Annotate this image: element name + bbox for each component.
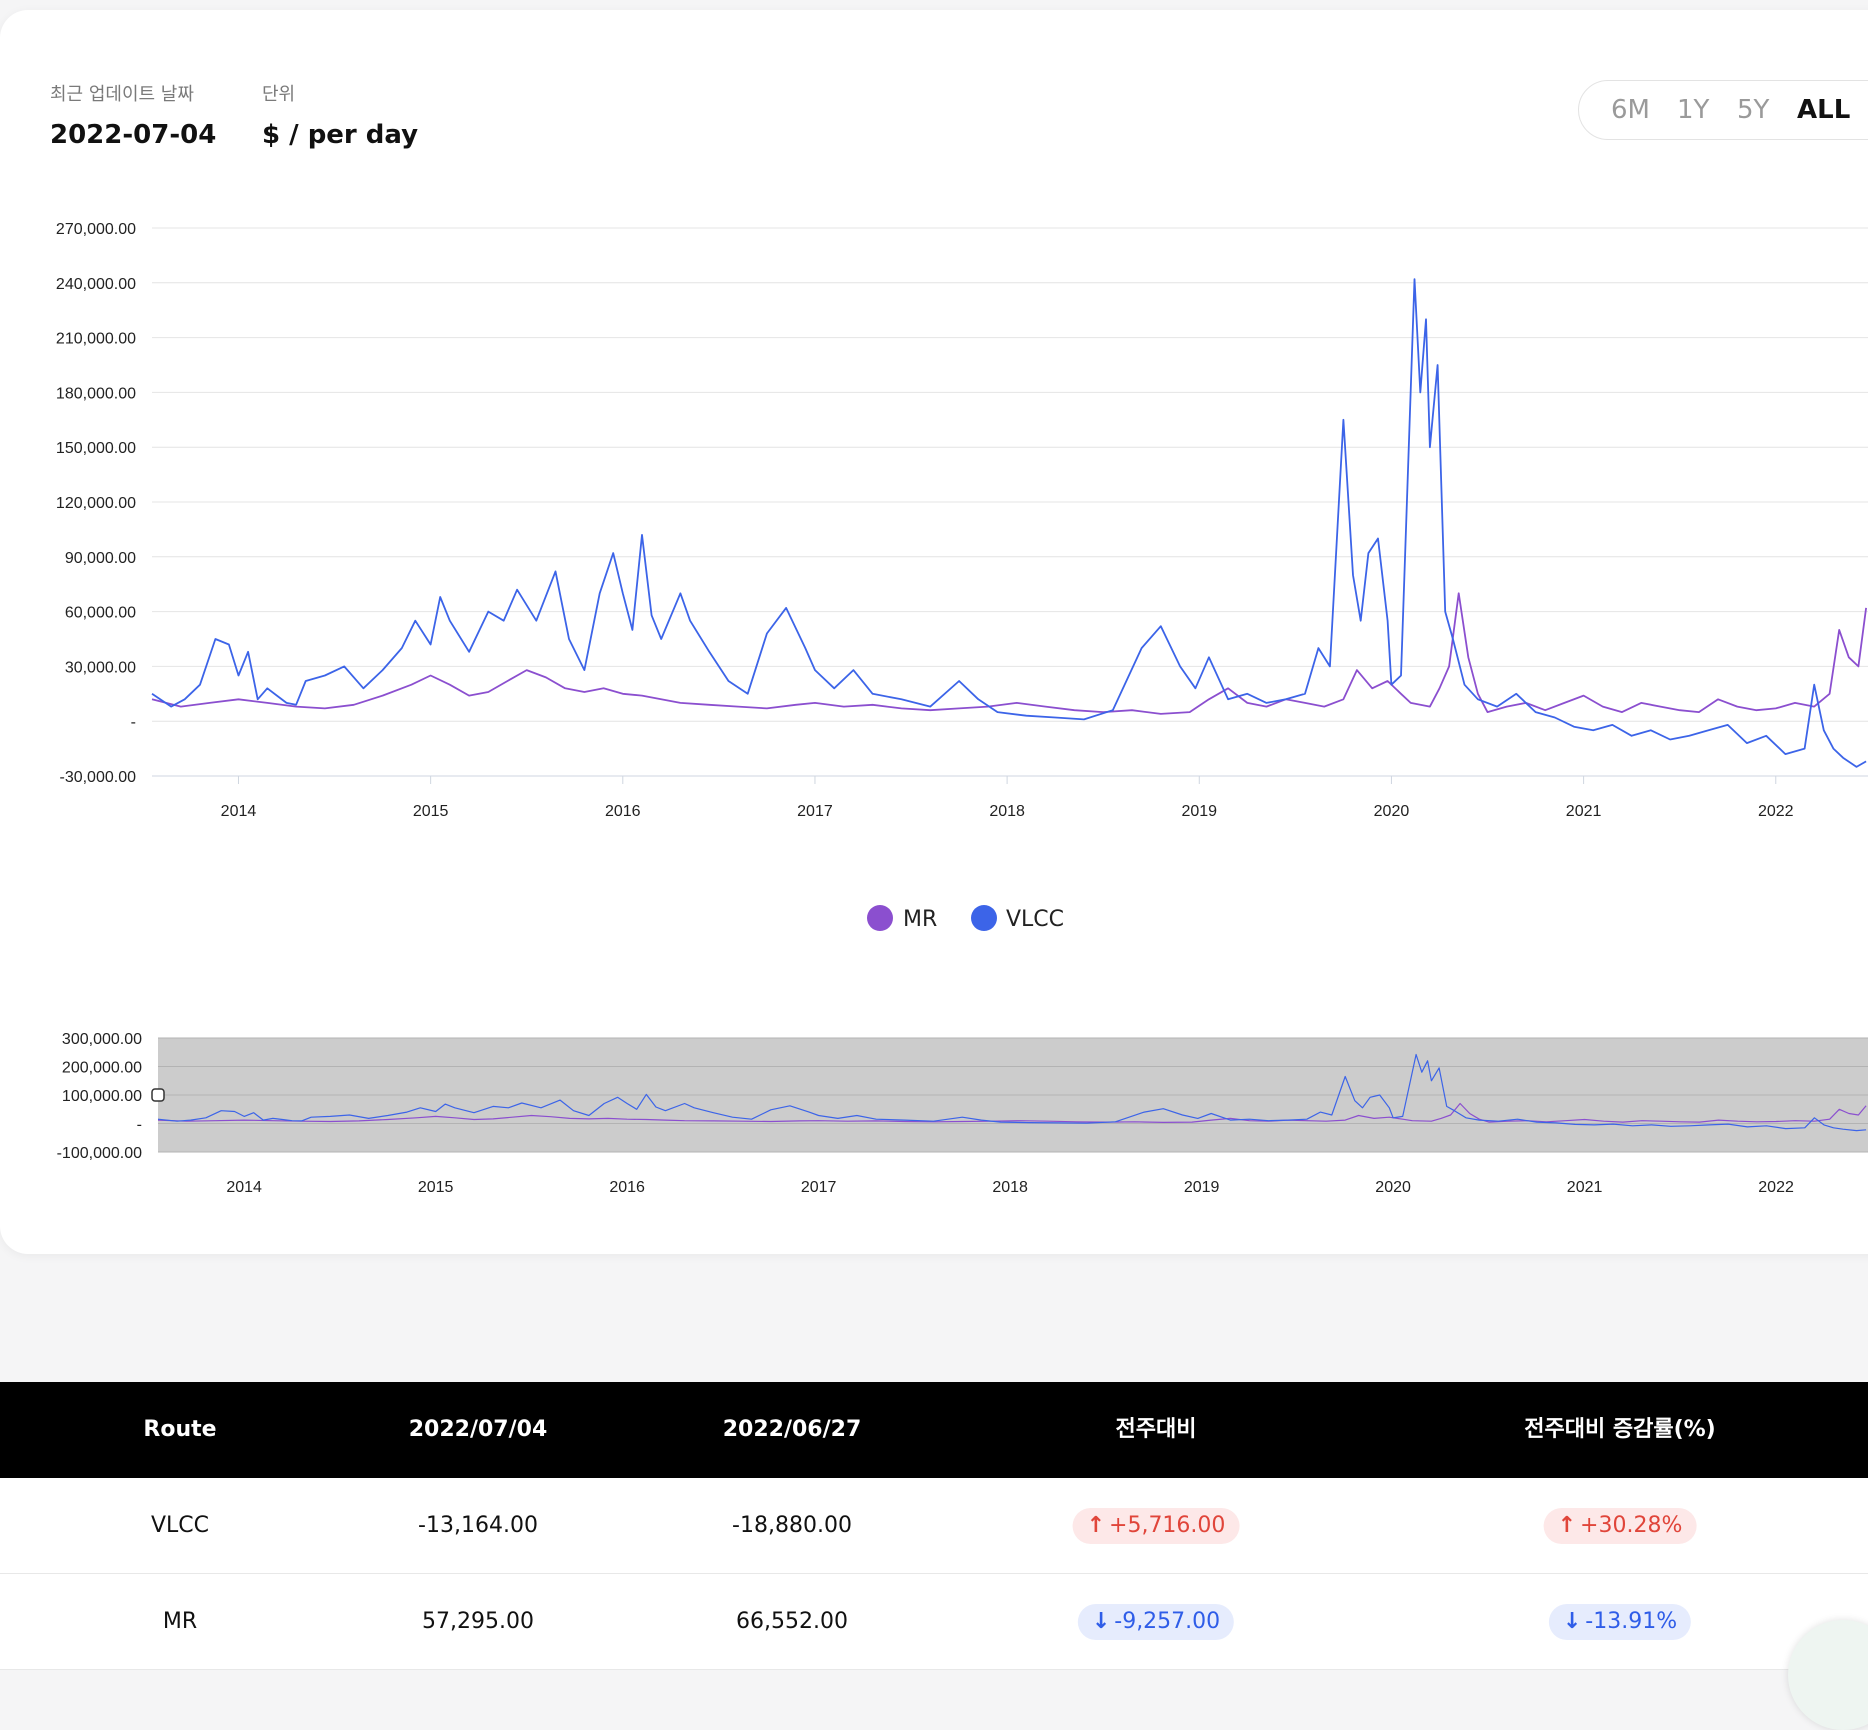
navigator-y-tick-label: -100,000.00: [57, 1145, 143, 1162]
navigator-y-tick-label: 300,000.00: [62, 1031, 142, 1048]
arrow-up-icon: ↑: [1557, 1513, 1577, 1538]
last-updated-value: 2022-07-04: [50, 120, 217, 150]
y-tick-label: 210,000.00: [56, 331, 136, 348]
change-pct-badge: ↑ +30.28%: [1543, 1508, 1697, 1544]
y-tick-label: 150,000.00: [56, 440, 136, 457]
y-tick-label: 120,000.00: [56, 495, 136, 512]
table-row: MR 57,295.00 66,552.00 ↓ -9,257.00 ↓ -13.9…: [0, 1574, 1868, 1670]
main-series-mr: [151, 592, 1867, 715]
x-tick-label: 2014: [221, 803, 257, 820]
legend-mr-label: MR: [903, 907, 937, 932]
header-weekly-change-pct: 전주대비 증감률(%): [1524, 1417, 1716, 1442]
arrow-down-icon: ↓: [1562, 1609, 1582, 1634]
route-table: Route 2022/07/04 2022/06/27 전주대비 전주대비 증감…: [0, 1382, 1868, 1670]
y-tick-label: 90,000.00: [65, 550, 136, 567]
change-pct-badge: ↓ -13.91%: [1548, 1604, 1692, 1640]
x-tick-label: 2018: [989, 803, 1025, 820]
navigator-y-tick-label: -: [137, 1117, 142, 1134]
range-button-all[interactable]: ALL: [1797, 95, 1851, 125]
unit-block: 단위 $ / per day: [262, 80, 418, 150]
x-tick-label: 2021: [1566, 803, 1602, 820]
header-weekly-change: 전주대비: [1115, 1417, 1197, 1442]
change-pct-value: -13.91%: [1585, 1609, 1678, 1634]
main-series-vlcc: [151, 278, 1867, 768]
legend-vlcc-marker: [971, 905, 997, 931]
last-updated-block: 최근 업데이트 날짜 2022-07-04: [50, 80, 216, 150]
cell-current: 57,295.00: [422, 1609, 534, 1634]
navigator-handle[interactable]: [151, 1088, 165, 1102]
arrow-down-icon: ↓: [1091, 1609, 1111, 1634]
y-tick-label: 180,000.00: [56, 385, 136, 402]
nav-series-mr: [157, 1102, 1867, 1124]
y-tick-label: -: [131, 714, 136, 731]
table-header: Route 2022/07/04 2022/06/27 전주대비 전주대비 증감…: [0, 1382, 1868, 1478]
navigator-x-tick-label: 2018: [992, 1179, 1028, 1196]
navigator-x-tick-label: 2021: [1567, 1179, 1603, 1196]
main-line-chart[interactable]: 270,000.00 240,000.00 210,000.00 180,000.00…: [56, 221, 1868, 820]
cell-route: MR: [162, 1609, 198, 1634]
change-badge: ↑ +5,716.00: [1072, 1508, 1240, 1544]
legend-item-vlcc[interactable]: VLCC: [971, 905, 1064, 932]
y-tick-label: 270,000.00: [56, 221, 136, 238]
navigator-chart[interactable]: 300,000.00 200,000.00 100,000.00 - -100,000.…: [57, 1031, 1868, 1196]
y-tick-label: 60,000.00: [65, 605, 136, 622]
navigator-y-tick-label: 200,000.00: [62, 1060, 142, 1077]
cell-previous: 66,552.00: [736, 1609, 848, 1634]
navigator-x-tick-label: 2014: [226, 1179, 262, 1196]
navigator-x-tick-label: 2016: [609, 1179, 645, 1196]
change-value: -9,257.00: [1114, 1609, 1221, 1634]
y-tick-label: -30,000.00: [59, 769, 136, 786]
legend-item-mr[interactable]: MR: [867, 905, 937, 932]
navigator-x-tick-label: 2019: [1184, 1179, 1220, 1196]
header-previous-date: 2022/06/27: [722, 1417, 862, 1442]
header-route: Route: [143, 1417, 217, 1442]
y-tick-label: 240,000.00: [56, 276, 136, 293]
header-current-date: 2022/07/04: [408, 1417, 548, 1442]
last-updated-label: 최근 업데이트 날짜: [50, 84, 194, 105]
navigator-y-tick-label: 100,000.00: [62, 1088, 142, 1105]
range-button-6m[interactable]: 6M: [1611, 95, 1650, 125]
x-tick-label: 2015: [413, 803, 449, 820]
change-value: +5,716.00: [1109, 1513, 1226, 1538]
navigator-x-tick-label: 2022: [1758, 1179, 1794, 1196]
navigator-x-tick-label: 2015: [418, 1179, 454, 1196]
x-tick-label: 2016: [605, 803, 641, 820]
x-tick-label: 2022: [1758, 803, 1794, 820]
unit-value: $ / per day: [262, 120, 419, 150]
y-tick-label: 30,000.00: [65, 659, 136, 676]
x-tick-label: 2017: [797, 803, 833, 820]
x-tick-label: 2019: [1181, 803, 1217, 820]
navigator-x-tick-label: 2017: [801, 1179, 837, 1196]
cell-current: -13,164.00: [418, 1513, 538, 1538]
cell-previous: -18,880.00: [732, 1513, 852, 1538]
nav-series-vlcc: [157, 1053, 1867, 1132]
chart-legend: MR VLCC: [867, 905, 1064, 932]
arrow-up-icon: ↑: [1086, 1513, 1106, 1538]
chart-area: 270,000.00 240,000.00 210,000.00 180,000.00…: [56, 221, 1868, 1196]
range-button-1y[interactable]: 1Y: [1677, 95, 1710, 125]
legend-mr-marker: [867, 905, 893, 931]
change-pct-value: +30.28%: [1580, 1513, 1683, 1538]
range-selector: 6M 1Y 5Y ALL: [1578, 80, 1868, 140]
x-tick-label: 2020: [1374, 803, 1410, 820]
navigator-x-tick-label: 2020: [1375, 1179, 1411, 1196]
range-button-5y[interactable]: 5Y: [1737, 95, 1770, 125]
cell-route: VLCC: [150, 1513, 210, 1538]
change-badge: ↓ -9,257.00: [1077, 1604, 1235, 1640]
legend-vlcc-label: VLCC: [1006, 907, 1064, 932]
table-row: VLCC -13,164.00 -18,880.00 ↑ +5,716.00 ↑ +…: [0, 1478, 1868, 1574]
unit-label: 단위: [262, 84, 296, 105]
